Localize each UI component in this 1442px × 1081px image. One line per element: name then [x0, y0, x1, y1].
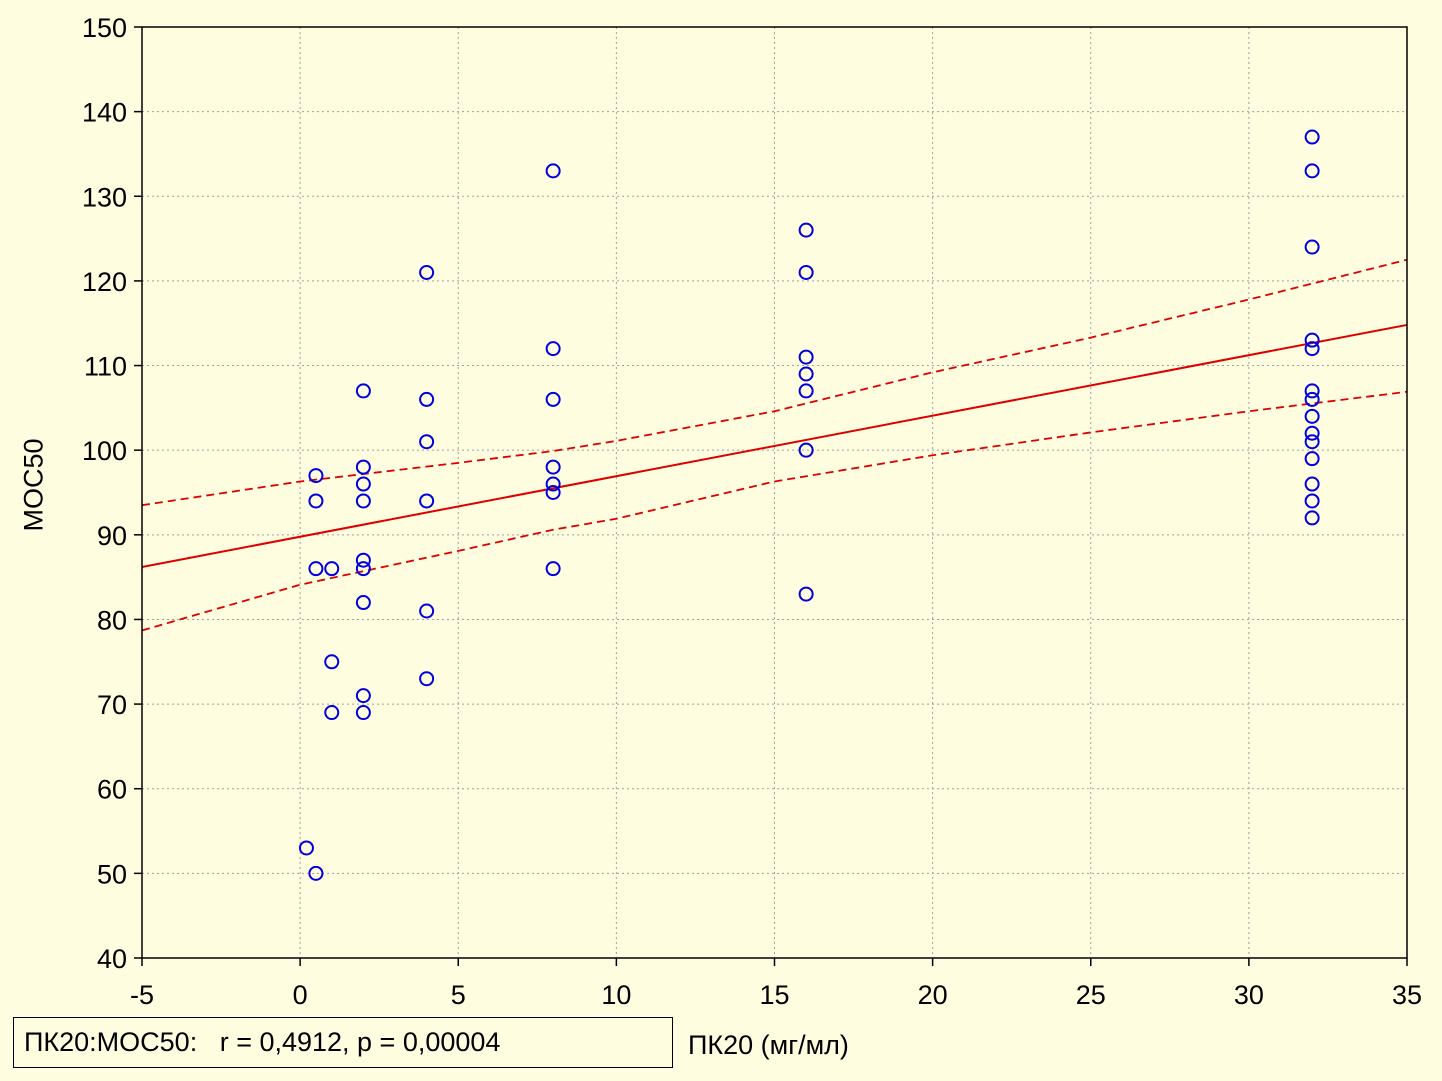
- confidence-band: [141, 258, 1408, 632]
- data-point: [798, 383, 814, 399]
- data-point: [355, 688, 371, 704]
- data-point: [545, 391, 561, 407]
- data-point: [798, 366, 814, 382]
- y-tick-label: 60: [97, 775, 127, 805]
- data-point: [798, 264, 814, 280]
- data-point: [1304, 129, 1320, 145]
- data-point: [324, 561, 340, 577]
- data-point: [1304, 341, 1320, 357]
- data-point: [298, 840, 314, 856]
- confidence-upper-line: [141, 258, 1408, 507]
- data-point: [308, 561, 324, 577]
- data-point: [419, 671, 435, 687]
- y-tick-label: 140: [82, 98, 127, 128]
- data-point: [355, 705, 371, 721]
- data-point: [308, 468, 324, 484]
- y-tick-label: 90: [97, 521, 127, 551]
- y-tick-label: 80: [97, 605, 127, 635]
- data-point: [419, 603, 435, 619]
- y-axis-ticks: 40 50 60 70 80 90 100 110 120 130 140 150: [82, 13, 142, 974]
- y-tick-label: 50: [97, 859, 127, 889]
- data-point: [1304, 451, 1320, 467]
- x-tick-label: 25: [1076, 980, 1106, 1010]
- data-point: [1304, 493, 1320, 509]
- data-point: [545, 341, 561, 357]
- data-point: [419, 493, 435, 509]
- data-points: [298, 129, 1320, 881]
- x-tick-label: -5: [130, 980, 154, 1010]
- y-tick-label: 120: [82, 267, 127, 297]
- data-point: [355, 383, 371, 399]
- x-tick-label: 15: [759, 980, 789, 1010]
- data-point: [1304, 332, 1320, 348]
- data-point: [355, 459, 371, 475]
- y-tick-label: 110: [84, 352, 127, 382]
- data-point: [1304, 425, 1320, 441]
- x-tick-label: 20: [918, 980, 948, 1010]
- y-tick-label: 70: [97, 690, 127, 720]
- x-tick-label: 0: [293, 980, 308, 1010]
- data-point: [1304, 476, 1320, 492]
- y-axis-label: МОС50: [18, 438, 49, 532]
- x-tick-label: 10: [601, 980, 631, 1010]
- y-tick-label: 150: [82, 13, 127, 43]
- data-point: [545, 485, 561, 500]
- data-point: [355, 561, 371, 577]
- data-point: [419, 434, 435, 450]
- data-point: [419, 264, 435, 280]
- data-point: [355, 476, 371, 492]
- data-point: [798, 222, 814, 238]
- data-point: [355, 595, 371, 611]
- data-point: [545, 459, 561, 475]
- grid-lines: [142, 27, 1407, 958]
- data-point: [1304, 163, 1320, 179]
- data-point: [308, 493, 324, 509]
- data-point: [798, 586, 814, 602]
- data-point: [1304, 408, 1320, 424]
- y-tick-label: 130: [82, 182, 127, 212]
- x-tick-label: 30: [1234, 980, 1264, 1010]
- regression-line: [141, 323, 1408, 568]
- data-point: [1304, 510, 1320, 526]
- x-tick-label: 5: [451, 980, 466, 1010]
- regression-line-path: [141, 323, 1408, 568]
- data-point: [355, 552, 371, 568]
- correlation-annotation: ПК20:МОС50: r = 0,4912, p = 0,00004: [13, 1017, 673, 1068]
- data-point: [545, 561, 561, 577]
- data-point: [545, 476, 561, 492]
- y-tick-label: 100: [82, 436, 127, 466]
- data-point: [798, 349, 814, 365]
- data-point: [324, 654, 340, 670]
- x-axis-label: ПК20 (мг/мл): [688, 1030, 849, 1060]
- x-axis-ticks: -5 0 5 10 15 20 25 30 35: [130, 958, 1422, 1010]
- data-point: [545, 163, 561, 179]
- data-point: [419, 391, 435, 407]
- data-point: [1304, 434, 1320, 450]
- data-point: [1304, 239, 1320, 255]
- data-point: [308, 865, 324, 881]
- y-tick-label: 40: [97, 944, 127, 974]
- data-point: [355, 493, 371, 509]
- data-point: [1304, 383, 1320, 399]
- data-point: [1304, 391, 1320, 407]
- data-point: [324, 705, 340, 721]
- x-tick-label: 35: [1392, 980, 1422, 1010]
- data-point: [798, 442, 814, 458]
